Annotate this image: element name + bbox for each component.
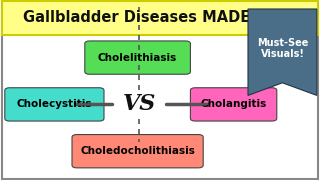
Text: VS: VS bbox=[123, 93, 156, 115]
Text: Cholangitis: Cholangitis bbox=[200, 99, 267, 109]
FancyBboxPatch shape bbox=[85, 41, 190, 74]
FancyBboxPatch shape bbox=[72, 135, 203, 168]
FancyBboxPatch shape bbox=[2, 1, 318, 35]
Text: Must-See
Visuals!: Must-See Visuals! bbox=[257, 38, 308, 59]
Polygon shape bbox=[248, 9, 317, 95]
Text: Cholecystitis: Cholecystitis bbox=[17, 99, 92, 109]
FancyBboxPatch shape bbox=[5, 88, 104, 121]
Text: Cholelithiasis: Cholelithiasis bbox=[98, 53, 177, 63]
Text: Choledocholithiasis: Choledocholithiasis bbox=[80, 146, 195, 156]
Text: Gallbladder Diseases MADE EASY: Gallbladder Diseases MADE EASY bbox=[23, 10, 297, 25]
FancyBboxPatch shape bbox=[190, 88, 277, 121]
